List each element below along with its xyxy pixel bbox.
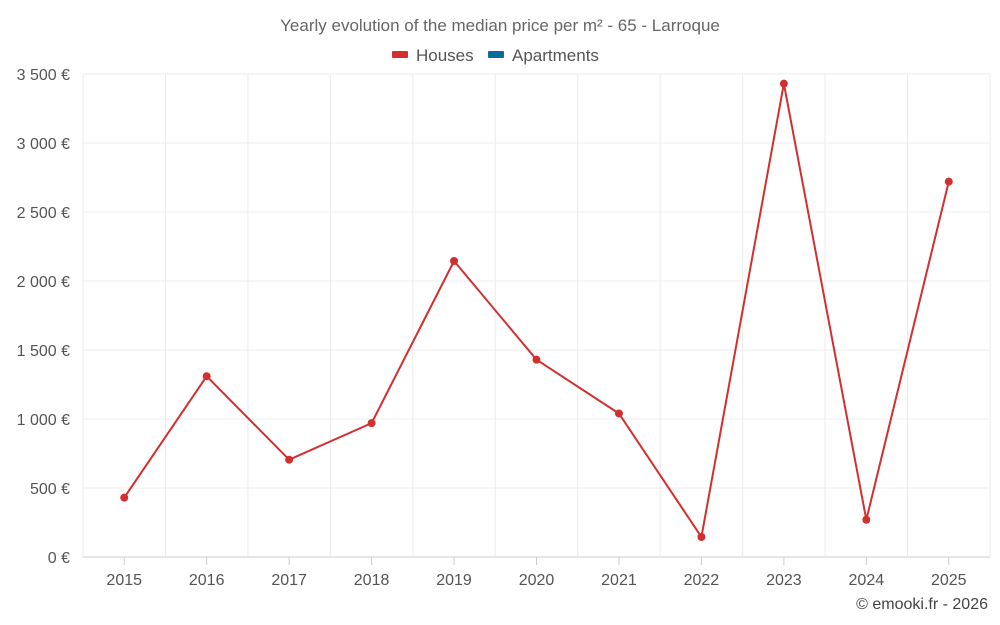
x-tick-label: 2021 (601, 572, 637, 589)
data-point[interactable] (862, 515, 871, 524)
y-tick-label: 500 € (30, 481, 70, 498)
y-tick-label: 2 000 € (17, 274, 70, 291)
data-point[interactable] (779, 79, 788, 88)
chart-title: Yearly evolution of the median price per… (280, 16, 720, 35)
y-tick-label: 3 000 € (17, 136, 70, 153)
x-axis: 2015 2016 2017 2018 2019 2020 2021 2022 2023 2024… (106, 557, 967, 589)
legend-swatch-apartments (488, 51, 504, 58)
y-tick-label: 1 500 € (17, 343, 70, 360)
legend-item-houses[interactable]: Houses (392, 46, 474, 65)
legend-label-apartments: Apartments (512, 46, 599, 65)
legend-item-apartments[interactable]: Apartments (488, 46, 599, 65)
x-tick-label: 2020 (519, 572, 555, 589)
x-tick-label: 2025 (931, 572, 967, 589)
data-point[interactable] (944, 177, 953, 186)
x-tick-label: 2015 (106, 572, 142, 589)
x-tick-label: 2017 (271, 572, 307, 589)
data-point[interactable] (120, 493, 129, 502)
y-tick-label: 1 000 € (17, 412, 70, 429)
credit-text: © emooki.fr - 2026 (856, 596, 988, 613)
data-point[interactable] (697, 532, 706, 541)
grid (82, 73, 991, 558)
data-point[interactable] (450, 256, 459, 265)
y-tick-label: 3 500 € (17, 67, 70, 84)
x-tick-label: 2022 (684, 572, 720, 589)
data-point[interactable] (367, 419, 376, 428)
legend-swatch-houses (392, 51, 408, 58)
x-tick-label: 2024 (849, 572, 885, 589)
y-tick-label: 2 500 € (17, 205, 70, 222)
x-tick-label: 2019 (436, 572, 472, 589)
series-houses (120, 79, 953, 541)
legend-label-houses: Houses (416, 46, 474, 65)
legend: Houses Apartments (392, 46, 599, 65)
data-point[interactable] (285, 455, 294, 464)
y-tick-label: 0 € (48, 550, 70, 567)
data-point[interactable] (614, 409, 623, 418)
x-tick-label: 2018 (354, 572, 390, 589)
x-tick-label: 2016 (189, 572, 225, 589)
data-point[interactable] (202, 372, 211, 381)
data-point[interactable] (532, 355, 541, 364)
y-axis: 0 € 500 € 1 000 € 1 500 € 2 000 € 2 500 € 3 00… (17, 67, 70, 567)
x-tick-label: 2023 (766, 572, 802, 589)
